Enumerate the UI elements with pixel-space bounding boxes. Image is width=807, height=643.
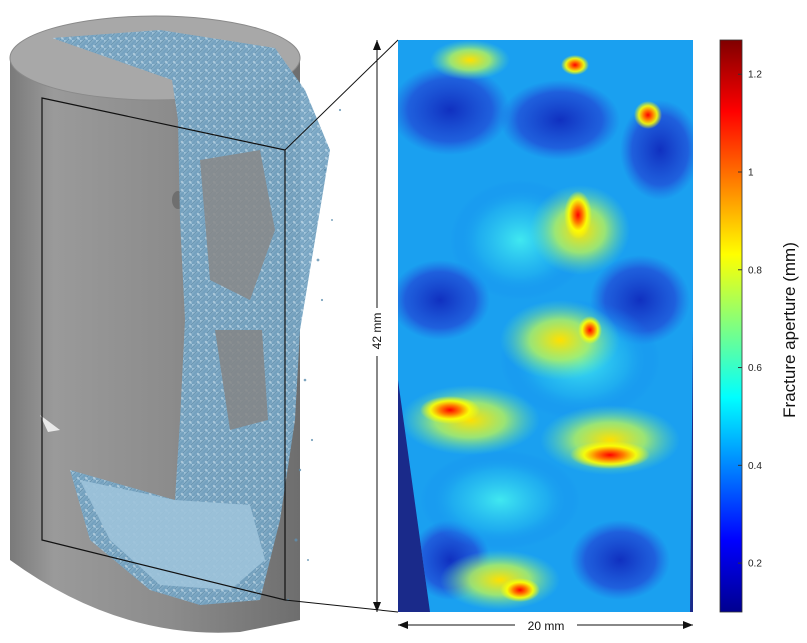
aperture-map [398,40,693,612]
colorbar: 1.2 1 0.8 0.6 0.4 0.2 Fracture aperture (mm) [719,39,799,613]
colorbar-tick-label: 0.2 [748,559,762,570]
colorbar-title: Fracture aperture (mm) [780,242,799,418]
colorbar-tick-label: 0.6 [748,363,762,374]
width-dimension-label: 20 mm [528,619,565,633]
colorbar-gradient [719,39,743,613]
colorbar-ticks: 1.2 1 0.8 0.6 0.4 0.2 [738,70,762,570]
projection-lines [284,39,399,613]
colorbar-tick-label: 0.8 [748,265,762,276]
fracture-surface-3d [52,30,342,605]
colorbar-tick-label: 0.4 [748,461,762,472]
colorbar-tick-label: 1.2 [748,70,762,81]
colorbar-tick-label: 1 [748,168,754,179]
height-dimension-label: 42 mm [370,313,384,350]
